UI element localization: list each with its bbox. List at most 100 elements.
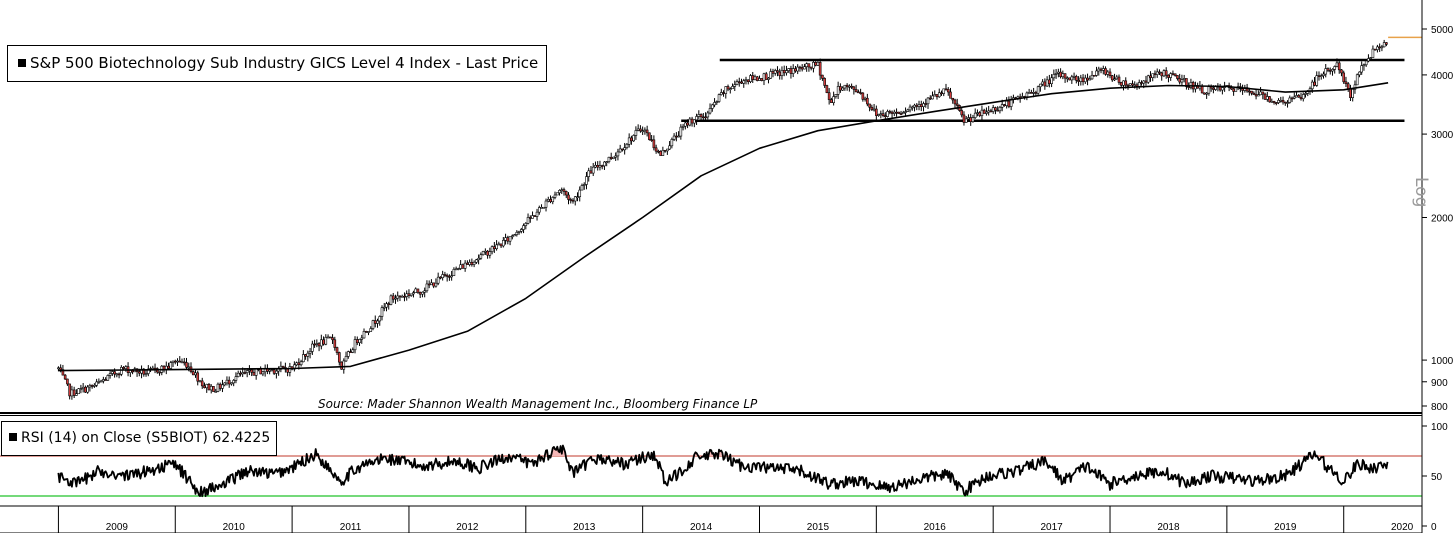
candle	[715, 100, 719, 105]
candle-body	[645, 129, 649, 134]
candle	[1054, 69, 1058, 79]
candle	[553, 191, 557, 200]
candle	[1050, 74, 1053, 88]
candle	[861, 92, 865, 102]
candle	[445, 273, 449, 282]
candle-body	[564, 191, 568, 196]
candle	[1358, 71, 1361, 78]
candle-body	[857, 91, 860, 94]
candle-body	[1328, 70, 1332, 72]
candle	[1319, 73, 1323, 80]
candle-body	[1124, 80, 1128, 86]
candle	[288, 362, 292, 377]
candle	[308, 347, 312, 359]
candle-body	[616, 151, 620, 157]
candle-body	[320, 339, 323, 347]
candle-body	[484, 250, 487, 253]
candle	[1205, 91, 1208, 99]
candle-body	[1371, 48, 1375, 58]
candle	[484, 248, 487, 255]
candle-body	[93, 384, 96, 387]
candle	[477, 254, 480, 265]
candle	[1081, 74, 1085, 86]
candle-body	[960, 110, 964, 116]
candle-body	[935, 94, 939, 98]
candle	[722, 90, 725, 97]
candle-body	[171, 360, 175, 363]
candle	[1216, 83, 1220, 92]
candle-body	[1337, 62, 1341, 71]
candle	[1283, 101, 1287, 106]
candle-body	[834, 94, 838, 97]
candle-body	[531, 215, 534, 219]
candle-body	[268, 369, 271, 372]
candle-body	[454, 268, 458, 271]
candle-body	[537, 207, 541, 213]
candle-body	[364, 331, 368, 333]
candle	[385, 301, 388, 312]
candle	[823, 77, 826, 88]
y-tick-label: 4000	[1431, 71, 1454, 82]
candle	[441, 270, 444, 281]
candle	[1189, 78, 1193, 90]
candle-body	[369, 328, 373, 332]
candle-body	[367, 331, 370, 333]
candle	[189, 362, 193, 374]
candle-body	[405, 293, 409, 297]
candle-body	[625, 143, 629, 148]
candle-body	[1221, 87, 1224, 91]
candle	[713, 98, 716, 108]
candle-body	[542, 206, 546, 209]
candle-body	[1232, 88, 1235, 92]
candle	[1027, 88, 1031, 94]
candle-body	[937, 92, 941, 98]
candle	[185, 357, 188, 370]
candle	[711, 103, 714, 112]
candle-body	[807, 63, 811, 68]
candle	[803, 63, 806, 70]
candle	[396, 291, 400, 302]
candle-body	[603, 161, 606, 167]
candle	[542, 206, 546, 209]
candle	[376, 318, 379, 328]
candle-body	[1349, 88, 1352, 98]
candle	[872, 103, 876, 112]
candle-body	[791, 68, 795, 74]
candle	[1317, 71, 1321, 81]
x-tick-label: 2016	[924, 522, 947, 533]
candle	[933, 90, 937, 97]
candle	[1221, 86, 1224, 95]
candle	[888, 109, 892, 115]
x-tick-label: 2019	[1274, 522, 1297, 533]
candle	[546, 196, 550, 203]
x-tick-label: 2020	[1391, 522, 1414, 533]
candle-body	[722, 92, 725, 94]
candle-body	[457, 268, 460, 270]
candle-body	[544, 200, 548, 208]
candle	[978, 111, 981, 118]
candle	[704, 112, 707, 120]
candle-body	[978, 112, 981, 116]
candle	[382, 302, 386, 312]
candle-body	[1241, 88, 1244, 91]
rsi-line	[57, 444, 1389, 498]
candle-body	[1369, 57, 1372, 59]
candle-body	[84, 386, 87, 393]
candle	[84, 385, 87, 393]
candle-body	[1319, 75, 1323, 77]
candle	[904, 107, 907, 117]
candle	[537, 205, 541, 215]
candle	[351, 347, 355, 354]
candle	[250, 369, 253, 377]
candle-body	[421, 291, 424, 295]
candle-body	[203, 385, 206, 389]
candle	[1090, 70, 1094, 80]
candle-body	[998, 106, 1002, 112]
candle	[1171, 70, 1175, 76]
candle-body	[812, 62, 815, 69]
candle-body	[524, 223, 528, 226]
candle	[771, 68, 775, 78]
candle-body	[252, 372, 256, 376]
legend-marker-icon	[18, 59, 26, 67]
candle-body	[551, 197, 555, 203]
